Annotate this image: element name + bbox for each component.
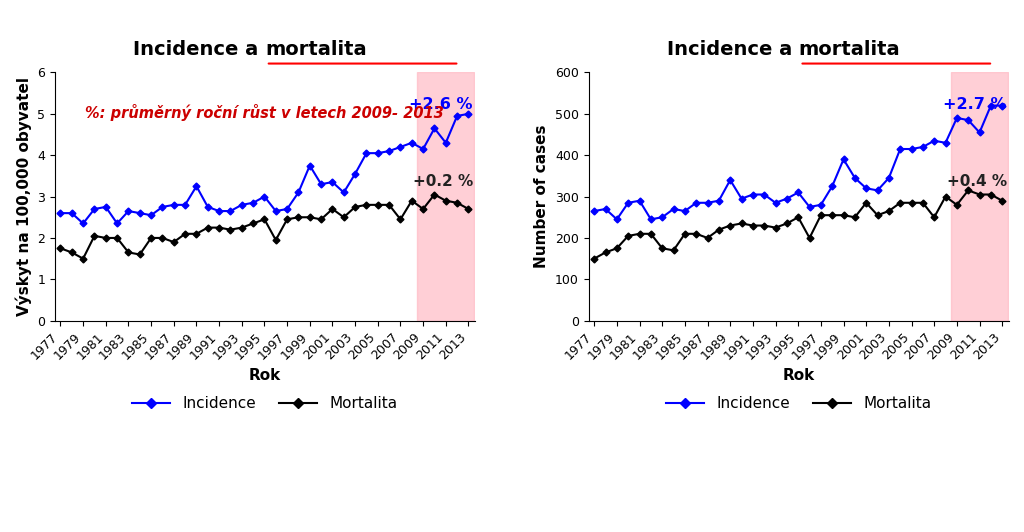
- Text: Incidence a: Incidence a: [133, 40, 265, 59]
- Text: +2.7 %: +2.7 %: [943, 97, 1007, 112]
- Bar: [951, 72, 1008, 321]
- Y-axis label: Výskyt na 100,000 obyvatel: Výskyt na 100,000 obyvatel: [15, 77, 32, 316]
- Text: +2.6 %: +2.6 %: [410, 97, 473, 112]
- Legend: Incidence, Mortalita: Incidence, Mortalita: [126, 390, 403, 417]
- Text: +0.4 %: +0.4 %: [946, 174, 1007, 189]
- Y-axis label: Number of cases: Number of cases: [535, 125, 549, 268]
- Legend: Incidence, Mortalita: Incidence, Mortalita: [659, 390, 938, 417]
- X-axis label: Rok: Rok: [249, 368, 282, 383]
- Text: +0.2 %: +0.2 %: [413, 174, 473, 189]
- Bar: [418, 72, 474, 321]
- Text: mortalita: mortalita: [265, 40, 367, 59]
- Text: %: průměrný roční růst v letech 2009- 2013: %: průměrný roční růst v letech 2009- 20…: [85, 104, 444, 121]
- Text: Incidence a: Incidence a: [667, 40, 799, 59]
- X-axis label: Rok: Rok: [782, 368, 815, 383]
- Text: mortalita: mortalita: [799, 40, 900, 59]
